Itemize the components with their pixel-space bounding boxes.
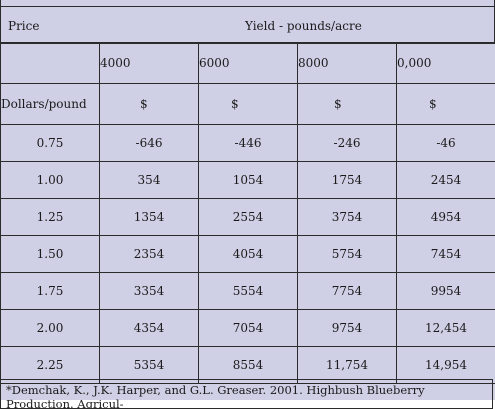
yield-price-table: Price Yield - pounds/acre 4000 6000 8000…	[0, 0, 495, 400]
value-cell: 5354	[100, 347, 199, 384]
value-cell: 8554	[199, 347, 298, 384]
value-cell: 11,754	[298, 347, 397, 384]
value-cell: 2554	[199, 199, 298, 236]
price-cell: 1.25	[1, 199, 100, 236]
value-cell: 1354	[100, 199, 199, 236]
value-cell: -46	[397, 125, 495, 162]
value-cell: 354	[100, 162, 199, 199]
value-cell: 1754	[298, 162, 397, 199]
value-cell: -446	[199, 125, 298, 162]
value-cell: 7054	[199, 310, 298, 347]
price-header: Price	[8, 19, 39, 33]
value-cell: 9754	[298, 310, 397, 347]
value-cell: 2454	[397, 162, 495, 199]
value-cell: -246	[298, 125, 397, 162]
price-cell: 1.75	[1, 273, 100, 310]
unit-cell: $	[100, 84, 199, 125]
yield-column-header: 6000	[199, 43, 298, 84]
value-cell: 7754	[298, 273, 397, 310]
unit-cell: $	[199, 84, 298, 125]
price-cell: 0.75	[1, 125, 100, 162]
unit-cell: $	[298, 84, 397, 125]
yield-columns-row: 4000 6000 8000 0,000	[1, 43, 495, 84]
unit-cell: $	[397, 84, 495, 125]
value-cell: 7454	[397, 236, 495, 273]
price-cell: 2.00	[1, 310, 100, 347]
footnote-citation: *Demchak, K., J.K. Harper, and G.L. Grea…	[0, 379, 493, 409]
yield-header: Yield - pounds/acre	[245, 19, 362, 33]
empty-cell	[1, 43, 100, 84]
price-cell: 1.50	[1, 236, 100, 273]
units-row: Dollars/pound $ $ $ $	[1, 84, 495, 125]
yield-column-header: 0,000	[397, 43, 495, 84]
table-row: 1.00 354 1054 1754 2454	[1, 162, 495, 199]
value-cell: 12,454	[397, 310, 495, 347]
value-cell: 4054	[199, 236, 298, 273]
table-row: 0.75 -646 -446 -246 -46	[1, 125, 495, 162]
value-cell: 14,954	[397, 347, 495, 384]
value-cell: 2354	[100, 236, 199, 273]
value-cell: 3754	[298, 199, 397, 236]
header-row: Price Yield - pounds/acre	[0, 6, 495, 44]
table-row: 1.25 1354 2554 3754 4954	[1, 199, 495, 236]
table-row: 2.25 5354 8554 11,754 14,954	[1, 347, 495, 384]
value-cell: 5754	[298, 236, 397, 273]
value-cell: 4354	[100, 310, 199, 347]
value-cell: 3354	[100, 273, 199, 310]
price-cell: 1.00	[1, 162, 100, 199]
value-cell: 1054	[199, 162, 298, 199]
value-cell: 4954	[397, 199, 495, 236]
value-cell: -646	[100, 125, 199, 162]
yield-column-header: 4000	[100, 43, 199, 84]
units-label: Dollars/pound	[1, 84, 100, 125]
table-row: 2.00 4354 7054 9754 12,454	[1, 310, 495, 347]
data-grid: 4000 6000 8000 0,000 Dollars/pound $ $ $…	[0, 42, 495, 384]
yield-column-header: 8000	[298, 43, 397, 84]
table-row: 1.75 3354 5554 7754 9954	[1, 273, 495, 310]
price-cell: 2.25	[1, 347, 100, 384]
value-cell: 5554	[199, 273, 298, 310]
value-cell: 9954	[397, 273, 495, 310]
table-row: 1.50 2354 4054 5754 7454	[1, 236, 495, 273]
